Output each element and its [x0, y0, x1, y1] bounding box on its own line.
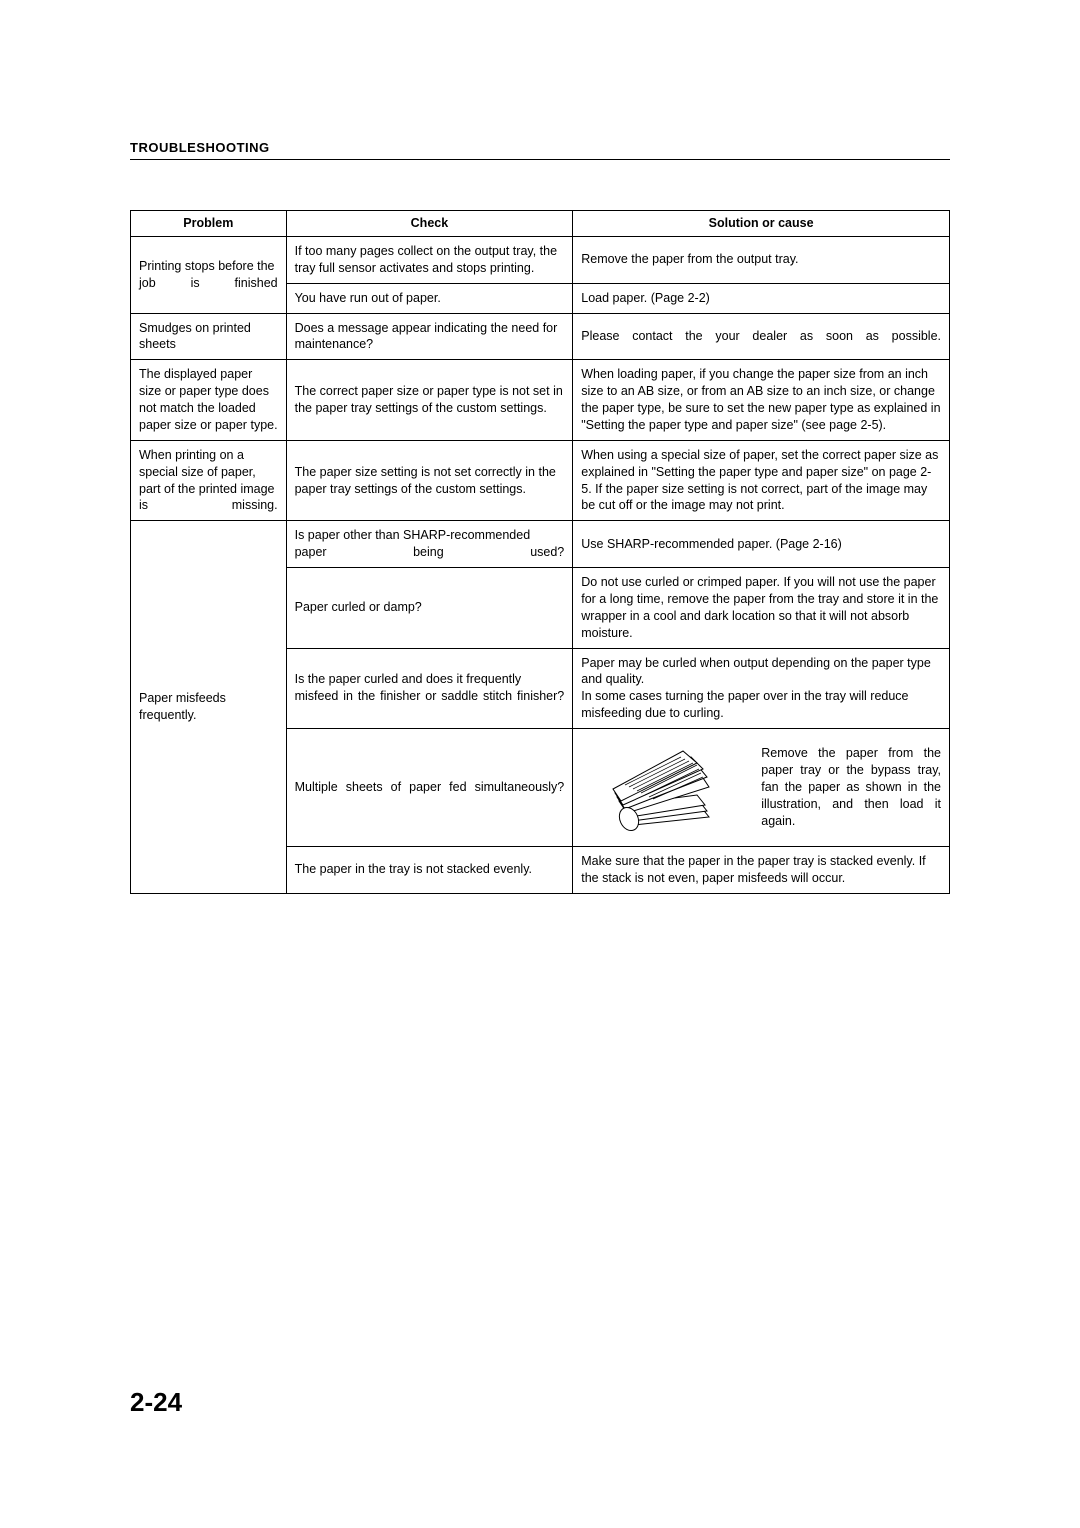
header-check: Check	[286, 211, 573, 237]
cell-check: The paper in the tray is not stacked eve…	[286, 846, 573, 893]
illustration-row: Remove the paper from the paper tray or …	[581, 735, 941, 840]
header-solution: Solution or cause	[573, 211, 950, 237]
cell-problem: Printing stops before the job is finishe…	[131, 236, 287, 313]
cell-check: The paper size setting is not set correc…	[286, 440, 573, 521]
cell-problem: The displayed paper size or paper type d…	[131, 360, 287, 441]
cell-solution-text: Remove the paper from the paper tray or …	[761, 745, 941, 829]
cell-problem: When printing on a special size of paper…	[131, 440, 287, 521]
cell-check: Does a message appear indicating the nee…	[286, 313, 573, 360]
cell-solution: Remove the paper from the output tray.	[573, 236, 950, 283]
cell-solution: Load paper. (Page 2-2)	[573, 283, 950, 313]
cell-check: Is the paper curled and does it frequent…	[286, 648, 573, 729]
cell-check: The correct paper size or paper type is …	[286, 360, 573, 441]
fanned-paper-icon	[581, 735, 751, 840]
troubleshooting-table: Problem Check Solution or cause Printing…	[130, 210, 950, 894]
cell-check: Is paper other than SHARP-recommended pa…	[286, 521, 573, 568]
page: TROUBLESHOOTING Problem Check Solution o…	[0, 0, 1080, 1528]
section-rule	[130, 159, 950, 160]
cell-problem: Smudges on printed sheets	[131, 313, 287, 360]
table-row: Printing stops before the job is finishe…	[131, 236, 950, 283]
cell-check: Paper curled or damp?	[286, 568, 573, 649]
cell-solution: Remove the paper from the paper tray or …	[573, 729, 950, 847]
table-header-row: Problem Check Solution or cause	[131, 211, 950, 237]
cell-check: You have run out of paper.	[286, 283, 573, 313]
cell-solution: When loading paper, if you change the pa…	[573, 360, 950, 441]
cell-solution: Do not use curled or crimped paper. If y…	[573, 568, 950, 649]
cell-solution: Make sure that the paper in the paper tr…	[573, 846, 950, 893]
cell-check: If too many pages collect on the output …	[286, 236, 573, 283]
section-title: TROUBLESHOOTING	[130, 140, 950, 155]
cell-solution: Paper may be curled when output dependin…	[573, 648, 950, 729]
table-row: When printing on a special size of paper…	[131, 440, 950, 521]
cell-problem: Paper misfeeds frequently.	[131, 521, 287, 893]
cell-solution: When using a special size of paper, set …	[573, 440, 950, 521]
table-row: The displayed paper size or paper type d…	[131, 360, 950, 441]
header-problem: Problem	[131, 211, 287, 237]
page-number: 2-24	[130, 1387, 182, 1418]
table-row: Paper misfeeds frequently. Is paper othe…	[131, 521, 950, 568]
table-row: Smudges on printed sheets Does a message…	[131, 313, 950, 360]
cell-solution: Please contact the your dealer as soon a…	[573, 313, 950, 360]
cell-check: Multiple sheets of paper fed simultaneou…	[286, 729, 573, 847]
cell-solution: Use SHARP-recommended paper. (Page 2-16)	[573, 521, 950, 568]
